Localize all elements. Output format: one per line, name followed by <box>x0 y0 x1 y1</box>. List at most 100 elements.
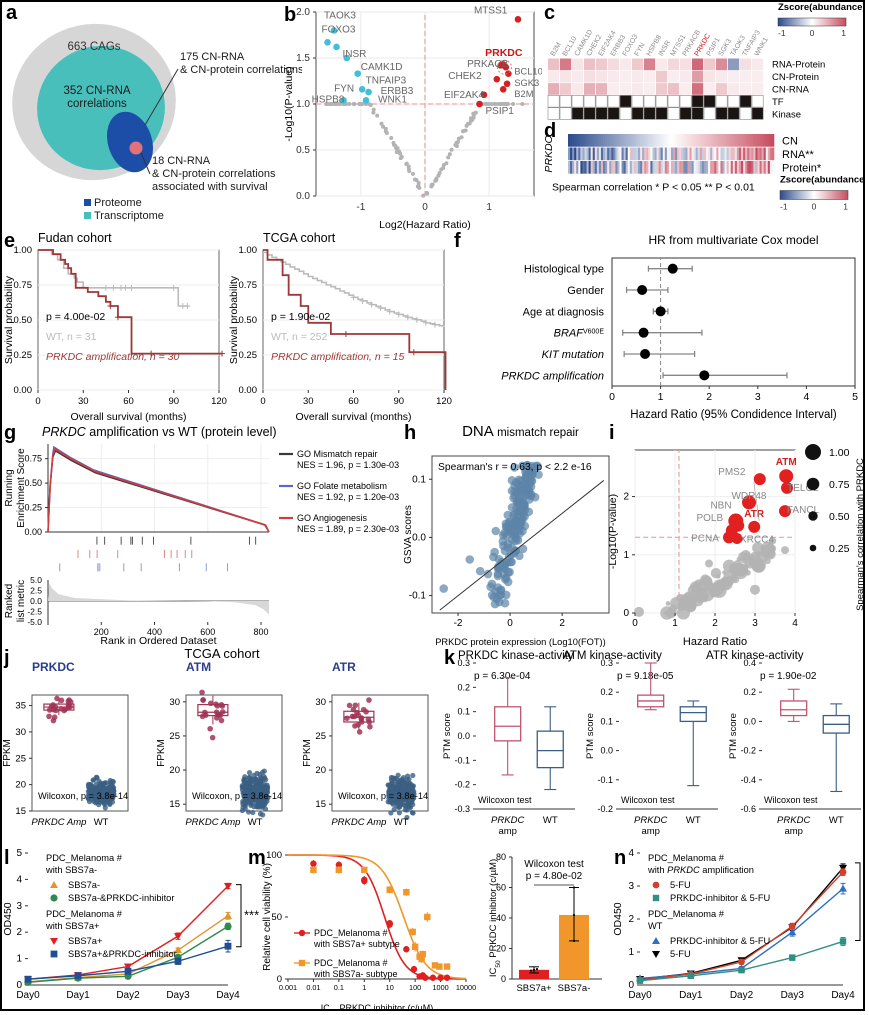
svg-text:-Log10(P-value): -Log10(P-value) <box>283 66 295 141</box>
svg-text:25: 25 <box>315 731 326 742</box>
svg-text:PRKDC amplification, n = 15: PRKDC amplification, n = 15 <box>271 351 405 363</box>
svg-text:0.25: 0.25 <box>14 350 33 361</box>
svg-text:GO Mismatch repair: GO Mismatch repair <box>297 449 378 459</box>
svg-text:0.001: 0.001 <box>279 983 297 992</box>
svg-text:NES = 1.96, p = 1.30e-03: NES = 1.96, p = 1.30e-03 <box>297 460 399 470</box>
svg-text:B2M: B2M <box>514 89 533 99</box>
svg-text:50: 50 <box>271 912 282 923</box>
svg-text:PRKDC: PRKDC <box>634 815 667 826</box>
svg-text:Proteome: Proteome <box>94 197 142 209</box>
svg-text:PDC_Melanoma #: PDC_Melanoma # <box>46 853 123 863</box>
svg-text:Day4: Day4 <box>831 990 855 1001</box>
svg-text:15: 15 <box>169 799 180 810</box>
svg-text:***: *** <box>244 908 259 923</box>
svg-text:TF: TF <box>772 97 784 108</box>
svg-text:1.0: 1.0 <box>296 99 310 110</box>
svg-text:0.1: 0.1 <box>412 474 426 485</box>
svg-text:0.0: 0.0 <box>457 731 470 741</box>
svg-text:0.0: 0.0 <box>600 746 613 756</box>
svg-text:p = 6.30e-04: p = 6.30e-04 <box>474 671 531 682</box>
svg-text:TNFAIP3: TNFAIP3 <box>366 76 407 87</box>
svg-text:HSPB8: HSPB8 <box>312 94 345 105</box>
svg-text:5: 5 <box>16 848 22 859</box>
svg-text:0.50: 0.50 <box>14 315 33 326</box>
svg-text:Gender: Gender <box>567 285 604 297</box>
svg-text:30: 30 <box>303 396 314 407</box>
svg-text:ATM: ATM <box>186 660 211 674</box>
svg-text:1000: 1000 <box>432 983 448 992</box>
svg-text:60: 60 <box>123 396 134 407</box>
svg-text:Spearman's correlation with PR: Spearman's correlation with PRKDC <box>855 458 865 611</box>
svg-text:Survival probability: Survival probability <box>3 275 15 364</box>
svg-text:list metric: list metric <box>16 580 27 622</box>
svg-text:120: 120 <box>436 396 452 407</box>
svg-text:PRKDC: PRKDC <box>491 815 524 826</box>
svg-text:amp: amp <box>784 826 802 837</box>
svg-text:B2M: B2M <box>550 41 563 57</box>
svg-text:0.50: 0.50 <box>829 511 850 523</box>
svg-text:Wilcoxon, p = 3.8e-14: Wilcoxon, p = 3.8e-14 <box>338 791 428 801</box>
svg-text:0.75: 0.75 <box>24 454 42 464</box>
svg-text:Day0: Day0 <box>16 990 40 1001</box>
svg-text:PDC_Melanoma #: PDC_Melanoma # <box>648 909 725 919</box>
svg-text:FOXO3: FOXO3 <box>322 24 356 35</box>
svg-text:SBS7a-&PRKDC-inhibitor: SBS7a-&PRKDC-inhibitor <box>68 893 174 903</box>
svg-text:p = 1.90e-02: p = 1.90e-02 <box>271 311 330 323</box>
svg-text:0: 0 <box>422 202 428 213</box>
svg-text:2.0: 2.0 <box>296 7 310 18</box>
svg-text:1: 1 <box>362 983 366 992</box>
svg-text:BRAFV600E: BRAFV600E <box>554 328 605 340</box>
svg-text:FYN: FYN <box>334 83 354 94</box>
svg-text:Overall survival (months): Overall survival (months) <box>70 411 186 422</box>
svg-text:5: 5 <box>852 391 858 403</box>
svg-text:2: 2 <box>559 618 565 629</box>
svg-text:Wilcoxon test: Wilcoxon test <box>764 795 818 805</box>
svg-text:FYN: FYN <box>634 42 647 58</box>
svg-text:Wilcoxon test: Wilcoxon test <box>621 795 675 805</box>
svg-text:ATM: ATM <box>776 457 797 468</box>
svg-text:20: 20 <box>315 765 326 776</box>
svg-text:Protein*: Protein* <box>782 162 822 174</box>
svg-text:-1: -1 <box>780 202 788 212</box>
svg-text:Wilcoxon, p = 3.8e-14: Wilcoxon, p = 3.8e-14 <box>38 791 128 801</box>
svg-text:Overall survival (months): Overall survival (months) <box>295 411 411 422</box>
svg-text:Wilcoxon, p = 3.8e-14: Wilcoxon, p = 3.8e-14 <box>192 791 282 801</box>
svg-text:Wilcoxon test: Wilcoxon test <box>524 859 584 870</box>
svg-text:0: 0 <box>501 974 506 984</box>
svg-text:ATR: ATR <box>332 660 356 674</box>
svg-text:MTSS1: MTSS1 <box>474 5 508 16</box>
svg-text:0.2: 0.2 <box>457 682 470 692</box>
svg-text:1.00: 1.00 <box>829 447 850 459</box>
svg-text:1: 1 <box>623 550 629 561</box>
svg-text:Hazard Ratio: Hazard Ratio <box>683 636 747 647</box>
svg-text:0.0: 0.0 <box>412 532 426 543</box>
svg-text:0.1: 0.1 <box>600 716 613 726</box>
svg-text:PRKDC-inhibitor & 5-FU: PRKDC-inhibitor & 5-FU <box>670 893 770 903</box>
svg-text:0: 0 <box>609 391 615 403</box>
svg-text:10: 10 <box>386 983 394 992</box>
svg-text:0.50: 0.50 <box>24 478 42 488</box>
svg-text:100: 100 <box>409 983 421 992</box>
svg-text:663 CAGs: 663 CAGs <box>67 41 120 53</box>
svg-text:with SBS7a- subtype: with SBS7a- subtype <box>313 969 398 979</box>
svg-text:Day2: Day2 <box>116 990 140 1001</box>
svg-text:Day1: Day1 <box>66 990 90 1001</box>
svg-text:DNA mismatch repair: DNA mismatch repair <box>462 423 579 440</box>
svg-text:PRKACB: PRKACB <box>467 59 508 70</box>
svg-text:30: 30 <box>315 697 326 708</box>
svg-text:PSIP1: PSIP1 <box>486 106 515 117</box>
svg-text:0.2: 0.2 <box>600 687 613 697</box>
svg-text:3: 3 <box>752 618 758 629</box>
svg-text:1: 1 <box>841 28 846 38</box>
svg-text:PTM score: PTM score <box>728 713 739 759</box>
svg-text:-0.1: -0.1 <box>454 755 470 765</box>
svg-text:PRKDC Amp: PRKDC Amp <box>185 817 240 828</box>
svg-text:p = 4.80e-02: p = 4.80e-02 <box>526 871 583 882</box>
svg-text:-0.6: -0.6 <box>740 804 756 814</box>
svg-text:SBS7a-: SBS7a- <box>68 880 100 890</box>
svg-text:-1: -1 <box>778 28 786 38</box>
svg-text:NES = 1.92, p = 1.20e-03: NES = 1.92, p = 1.20e-03 <box>297 492 399 502</box>
svg-text:WT: WT <box>829 815 844 826</box>
svg-text:25: 25 <box>169 731 180 742</box>
svg-text:PRKDC kinase-activity: PRKDC kinase-activity <box>458 650 574 662</box>
